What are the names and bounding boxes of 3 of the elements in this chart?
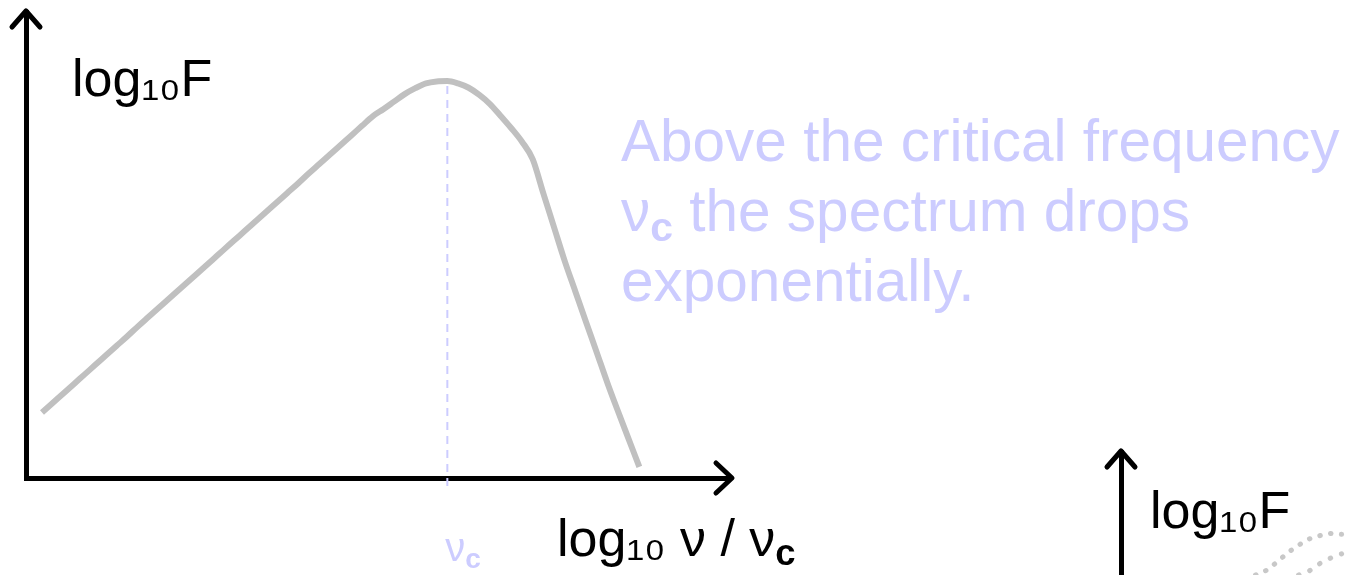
x-axis-title: log₁₀ ν / ν$_{c}$ — [557, 509, 796, 574]
y-axis-title: log₁₀F — [72, 49, 213, 107]
y-axis-title: log₁₀F — [1150, 481, 1291, 539]
